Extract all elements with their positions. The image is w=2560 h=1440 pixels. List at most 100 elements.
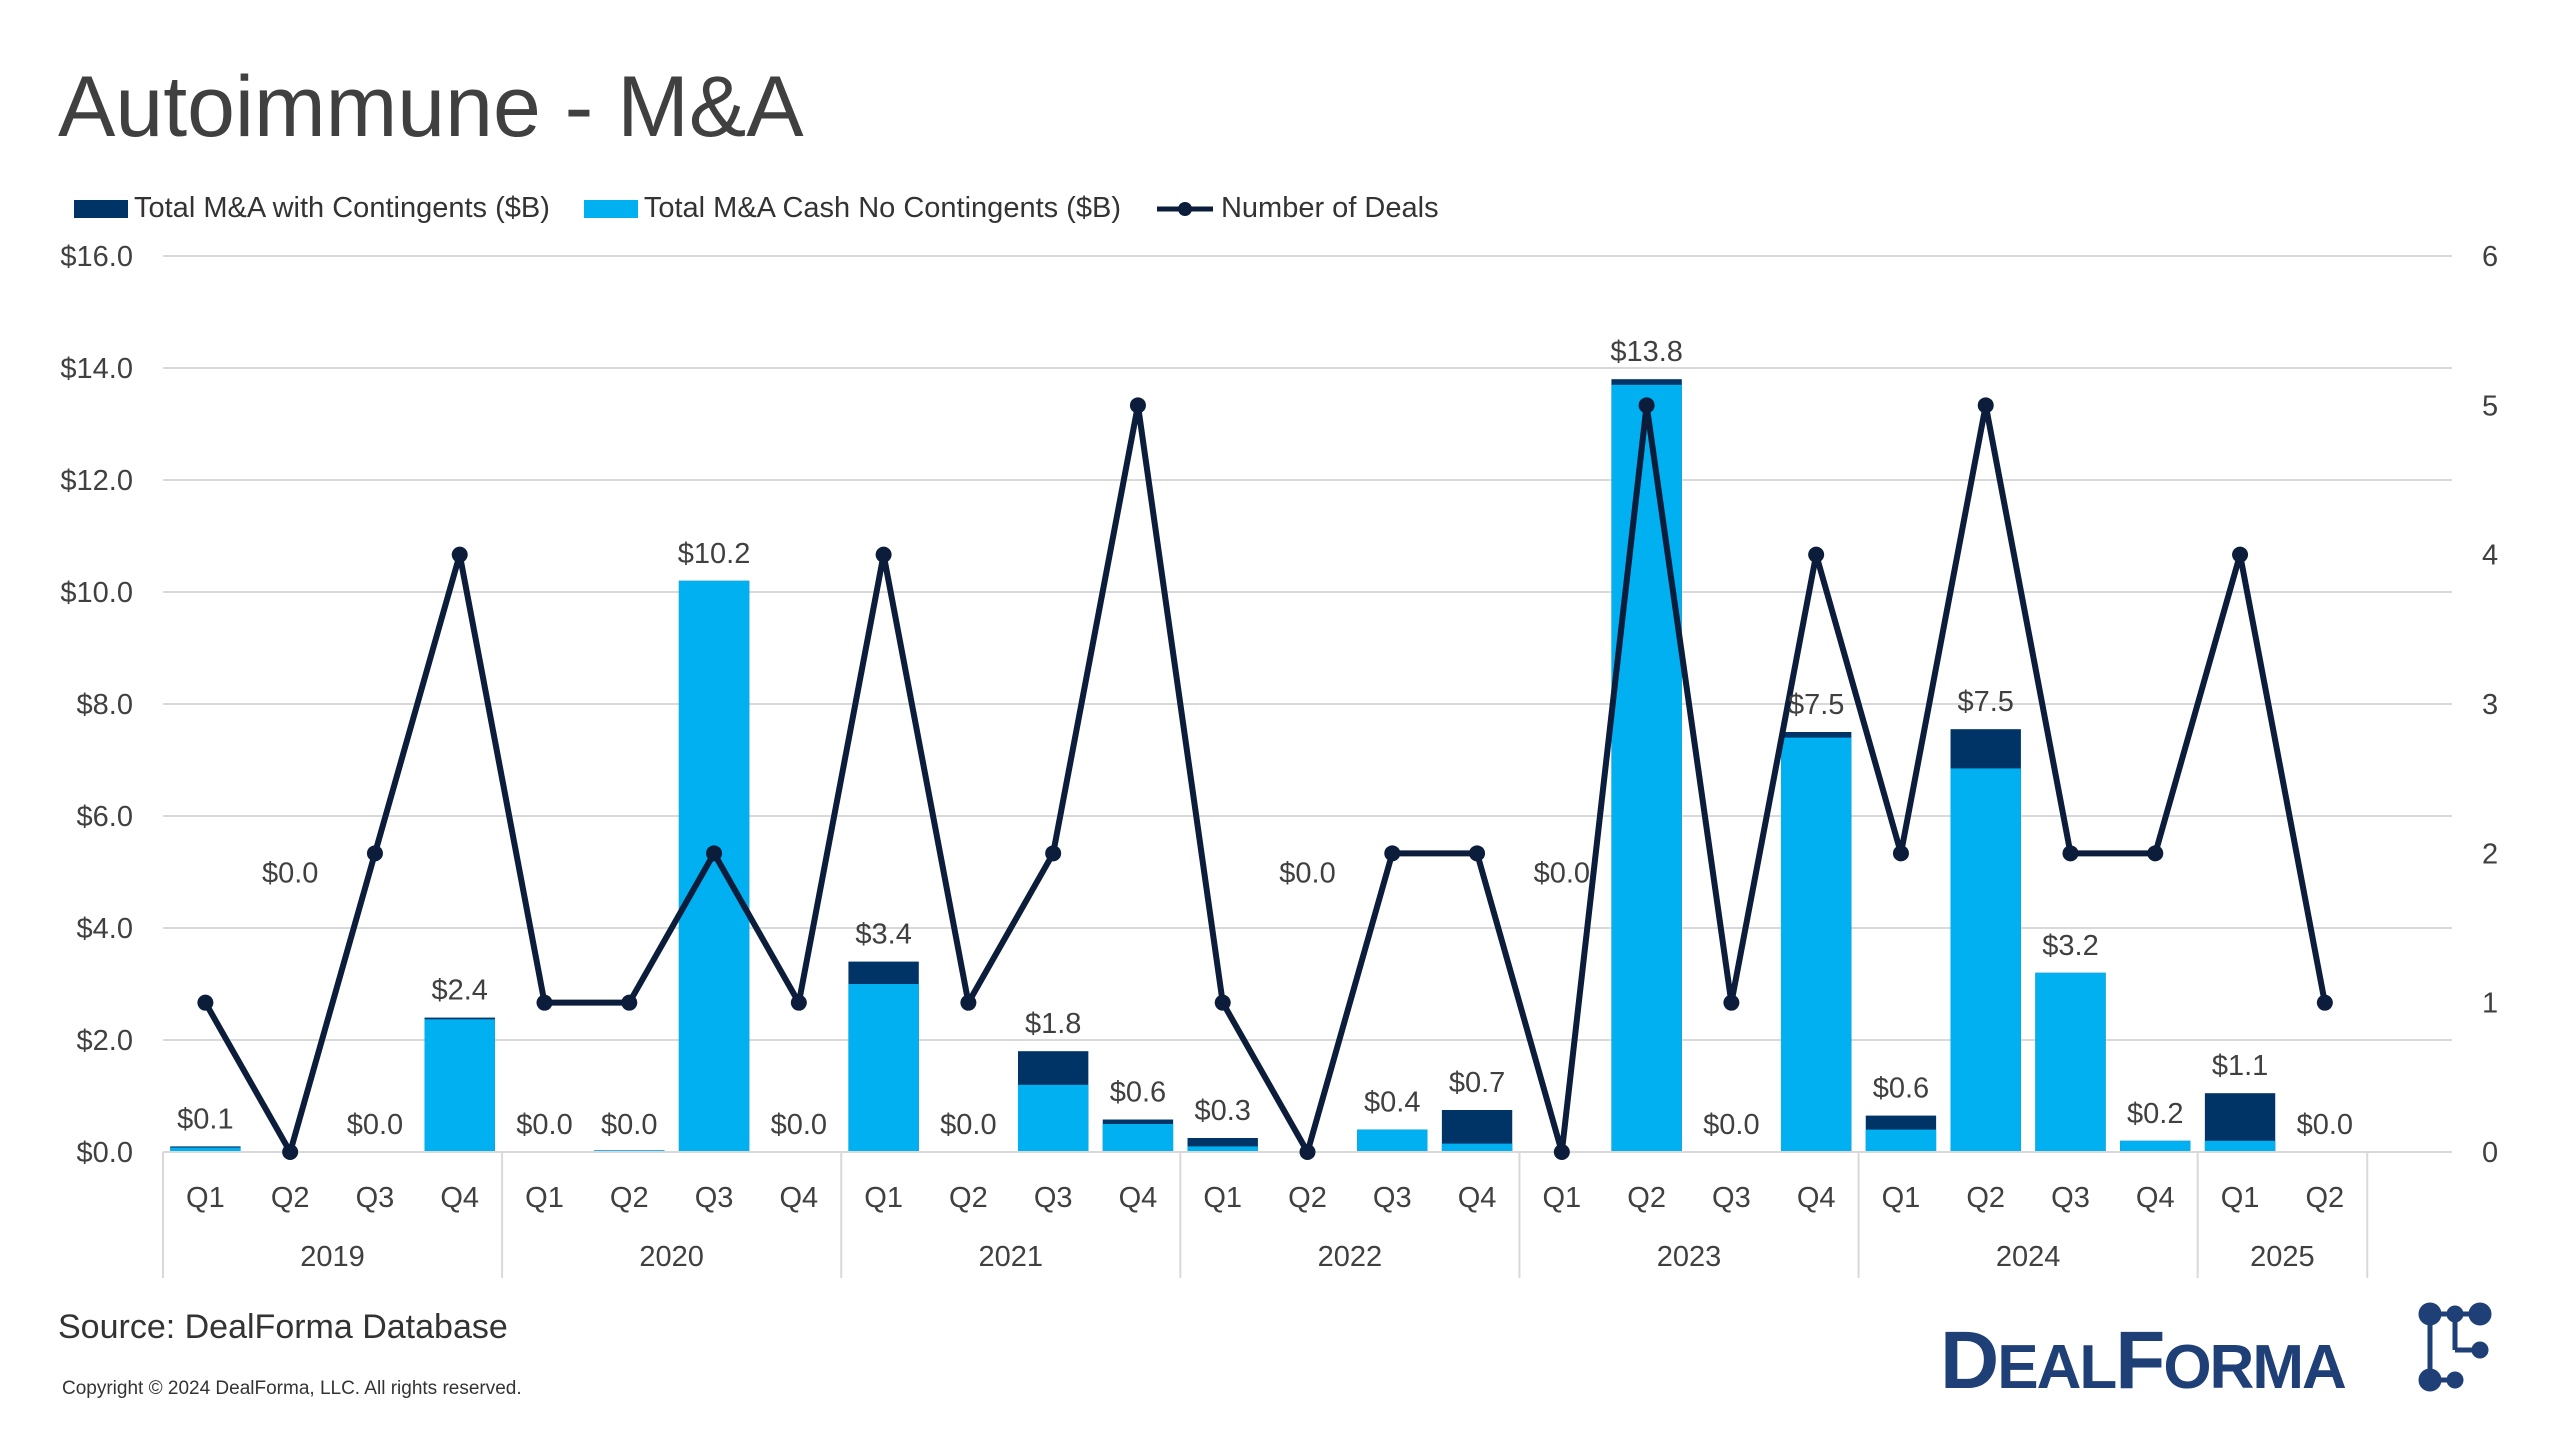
x-tick-year: 2021 <box>979 1241 1044 1273</box>
x-tick-year: 2019 <box>300 1241 365 1273</box>
deals-point <box>1723 994 1740 1011</box>
x-tick-quarter: Q3 <box>1712 1182 1751 1214</box>
bar-cash <box>1780 737 1852 1152</box>
legend-label: Total M&A Cash No Contingents ($B) <box>643 192 1121 224</box>
bar-cash <box>2204 1140 2276 1152</box>
legend-swatch-cash <box>583 199 638 218</box>
x-tick-quarter: Q1 <box>186 1182 225 1214</box>
copyright-note: Copyright © 2024 DealForma, LLC. All rig… <box>62 1378 522 1399</box>
deals-point <box>1808 546 1825 563</box>
y-left-tick: $2.0 <box>77 1025 133 1057</box>
x-tick-quarter: Q2 <box>610 1182 649 1214</box>
x-tick-quarter: Q3 <box>1034 1182 1073 1214</box>
bar-cash <box>1357 1129 1428 1152</box>
data-label: $7.5 <box>1957 686 2013 718</box>
data-label: $3.4 <box>855 919 911 951</box>
x-tick-quarter: Q1 <box>1203 1182 1242 1214</box>
deals-point <box>960 994 977 1011</box>
x-tick-quarter: Q2 <box>1627 1182 1666 1214</box>
deals-point <box>1977 397 1994 414</box>
y-right-tick: 6 <box>2482 241 2498 273</box>
dealforma-logo: DEALFORMA <box>1940 1302 2492 1406</box>
bar-cash <box>678 580 750 1152</box>
data-label: $0.6 <box>1110 1077 1166 1109</box>
y-right-tick: 1 <box>2482 988 2498 1020</box>
data-label: $0.0 <box>516 1109 572 1141</box>
deals-point <box>1129 397 1146 414</box>
deals-point <box>451 546 468 563</box>
x-tick-quarter: Q2 <box>1288 1182 1327 1214</box>
data-label: $0.0 <box>2297 1109 2353 1141</box>
data-label: $0.0 <box>1703 1109 1759 1141</box>
legend-label: Total M&A with Contingents ($B) <box>134 192 550 224</box>
y-left-tick: $6.0 <box>77 801 133 833</box>
x-tick-quarter: Q4 <box>2136 1182 2175 1214</box>
x-tick-quarter: Q4 <box>1458 1182 1497 1214</box>
y-left-tick: $4.0 <box>77 913 133 945</box>
x-tick-quarter: Q1 <box>1882 1182 1921 1214</box>
x-tick-year: 2022 <box>1318 1241 1383 1273</box>
data-label: $13.8 <box>1610 336 1683 368</box>
x-tick-quarter: Q2 <box>1966 1182 2005 1214</box>
bar-cash <box>424 1019 495 1152</box>
data-label: $0.0 <box>601 1109 657 1141</box>
data-label: $0.0 <box>940 1109 996 1141</box>
data-label: $2.4 <box>431 975 487 1007</box>
deals-point <box>536 994 553 1011</box>
data-label: $0.0 <box>1279 858 1335 890</box>
deals-point <box>2232 546 2249 563</box>
deals-point <box>1214 994 1231 1011</box>
y-left-tick: $14.0 <box>60 353 133 385</box>
x-tick-quarter: Q4 <box>440 1182 479 1214</box>
deals-point <box>621 994 638 1011</box>
x-tick-quarter: Q4 <box>1797 1182 1836 1214</box>
deals-point <box>1892 845 1909 862</box>
x-tick-year: 2024 <box>1996 1241 2061 1273</box>
x-tick-year: 2020 <box>639 1241 704 1273</box>
y-left-tick: $8.0 <box>77 689 133 721</box>
x-tick-year: 2025 <box>2250 1241 2315 1273</box>
deals-point <box>1384 845 1401 862</box>
legend-label: Number of Deals <box>1220 192 1439 224</box>
x-tick-quarter: Q3 <box>1373 1182 1412 1214</box>
deals-point <box>1299 1144 1316 1160</box>
deals-point <box>2147 845 2164 862</box>
x-tick-quarter: Q1 <box>525 1182 564 1214</box>
x-tick-quarter: Q1 <box>864 1182 903 1214</box>
y-left-tick: $12.0 <box>60 465 133 497</box>
data-label: $0.0 <box>347 1109 403 1141</box>
y-right-tick: 2 <box>2482 838 2498 870</box>
bar-cash <box>1865 1129 1937 1152</box>
data-label: $0.4 <box>1364 1087 1420 1119</box>
x-tick-quarter: Q2 <box>949 1182 988 1214</box>
x-tick-quarter: Q1 <box>1542 1182 1581 1214</box>
data-label: $0.2 <box>2127 1098 2183 1130</box>
y-left-tick: $0.0 <box>77 1137 133 1169</box>
bar-cash <box>1187 1146 1258 1152</box>
data-label: $10.2 <box>678 538 751 570</box>
deals-point <box>1553 1144 1570 1160</box>
data-label: $3.2 <box>2042 930 2098 962</box>
source-note: Source: DealForma Database <box>58 1308 508 1346</box>
x-tick-quarter: Q4 <box>779 1182 818 1214</box>
legend: Total M&A with Contingents ($B) Total M&… <box>74 192 1439 225</box>
deals-point <box>197 994 214 1011</box>
bar-cash <box>848 984 919 1152</box>
deals-point <box>282 1144 299 1160</box>
data-label: $0.3 <box>1194 1095 1250 1127</box>
deals-line <box>202 404 2328 1160</box>
bar-cash <box>2035 972 2106 1152</box>
deals-point <box>875 546 892 563</box>
legend-line-deals <box>1156 201 1213 216</box>
deals-point <box>1469 845 1486 862</box>
y-right-tick: 0 <box>2482 1137 2498 1169</box>
chart-title: Autoimmune - M&A <box>58 59 804 155</box>
bar-cash <box>2120 1140 2191 1152</box>
data-label: $0.0 <box>771 1109 827 1141</box>
legend-item-cash: Total M&A Cash No Contingents ($B) <box>583 192 1121 225</box>
svg-text:DEALFORMA: DEALFORMA <box>1940 1315 2346 1406</box>
y-right-tick: 3 <box>2482 689 2498 721</box>
bar-cash <box>1102 1124 1174 1152</box>
x-tick-quarter: Q3 <box>2051 1182 2090 1214</box>
